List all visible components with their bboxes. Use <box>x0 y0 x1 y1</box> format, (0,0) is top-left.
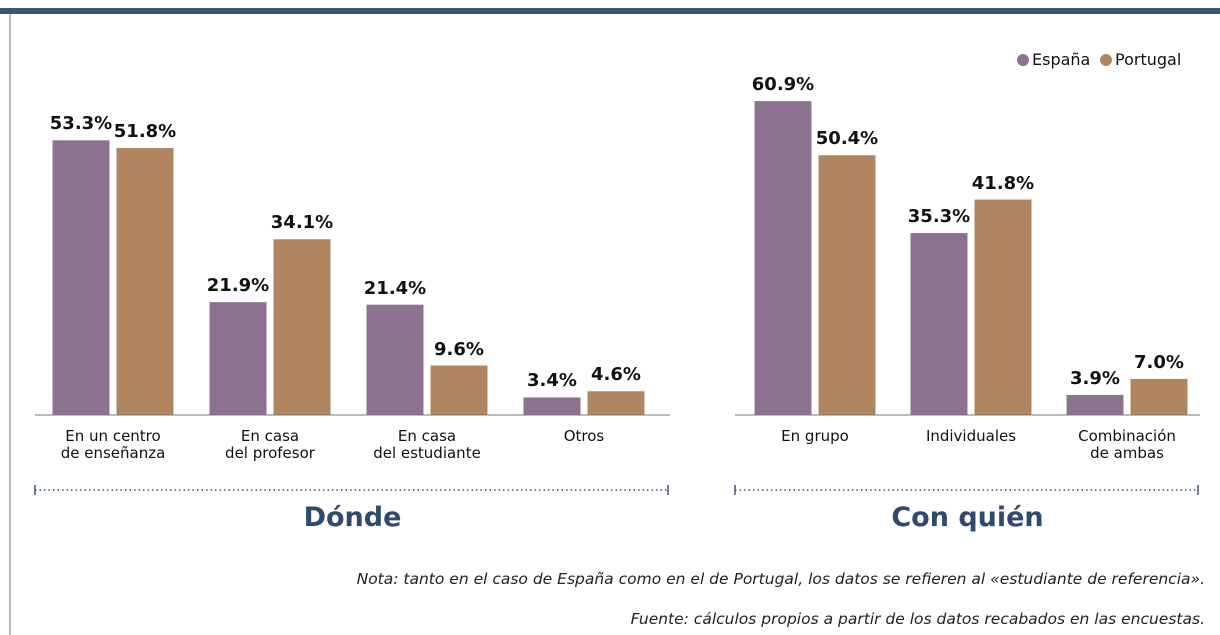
bar <box>209 302 267 415</box>
legend-label: España <box>1032 50 1091 69</box>
value-label: 50.4% <box>815 128 879 150</box>
bar <box>273 239 331 415</box>
value-label: 21.4% <box>363 277 427 299</box>
bar <box>1066 394 1124 415</box>
bar <box>1130 378 1188 415</box>
bar <box>754 101 812 415</box>
bar <box>523 397 581 415</box>
top-bar <box>0 8 1220 14</box>
value-label: 3.4% <box>527 370 577 392</box>
bar <box>52 140 110 416</box>
value-label: 21.9% <box>206 275 270 297</box>
value-label: 7.0% <box>1134 351 1184 373</box>
x-tick-label: En casa del estudiante <box>373 427 481 462</box>
x-tick-label: En grupo <box>781 427 849 445</box>
note: Nota: tanto en el caso de España como en… <box>356 570 1205 588</box>
value-label: 53.3% <box>49 113 113 135</box>
x-tick-label: Combinación de ambas <box>1078 427 1176 462</box>
source: Fuente: cálculos propios a partir de los… <box>630 610 1205 628</box>
bar <box>116 148 174 415</box>
legend-label: Portugal <box>1115 50 1182 69</box>
legend-swatch <box>1100 54 1112 66</box>
x-tick-label: Individuales <box>925 427 1017 445</box>
x-tick-label: En un centro de enseñanza <box>60 427 166 462</box>
value-label: 4.6% <box>591 364 641 386</box>
value-label: 41.8% <box>971 172 1035 194</box>
bar <box>430 365 488 415</box>
group-label: Dónde <box>303 502 402 533</box>
value-label: 34.1% <box>270 212 334 234</box>
bar <box>366 304 424 415</box>
legend-swatch <box>1017 54 1029 66</box>
group-label: Con quién <box>891 502 1044 533</box>
bar <box>910 233 968 415</box>
value-label: 60.9% <box>751 74 815 96</box>
value-label: 3.9% <box>1070 367 1120 389</box>
bar <box>587 391 645 415</box>
value-label: 51.8% <box>113 121 177 143</box>
x-tick-label: En casa del profesor <box>225 427 315 462</box>
value-label: 9.6% <box>434 338 484 360</box>
value-label: 35.3% <box>907 206 971 228</box>
x-tick-label: Otros <box>563 427 605 445</box>
bar <box>974 199 1032 415</box>
bar <box>818 155 876 415</box>
